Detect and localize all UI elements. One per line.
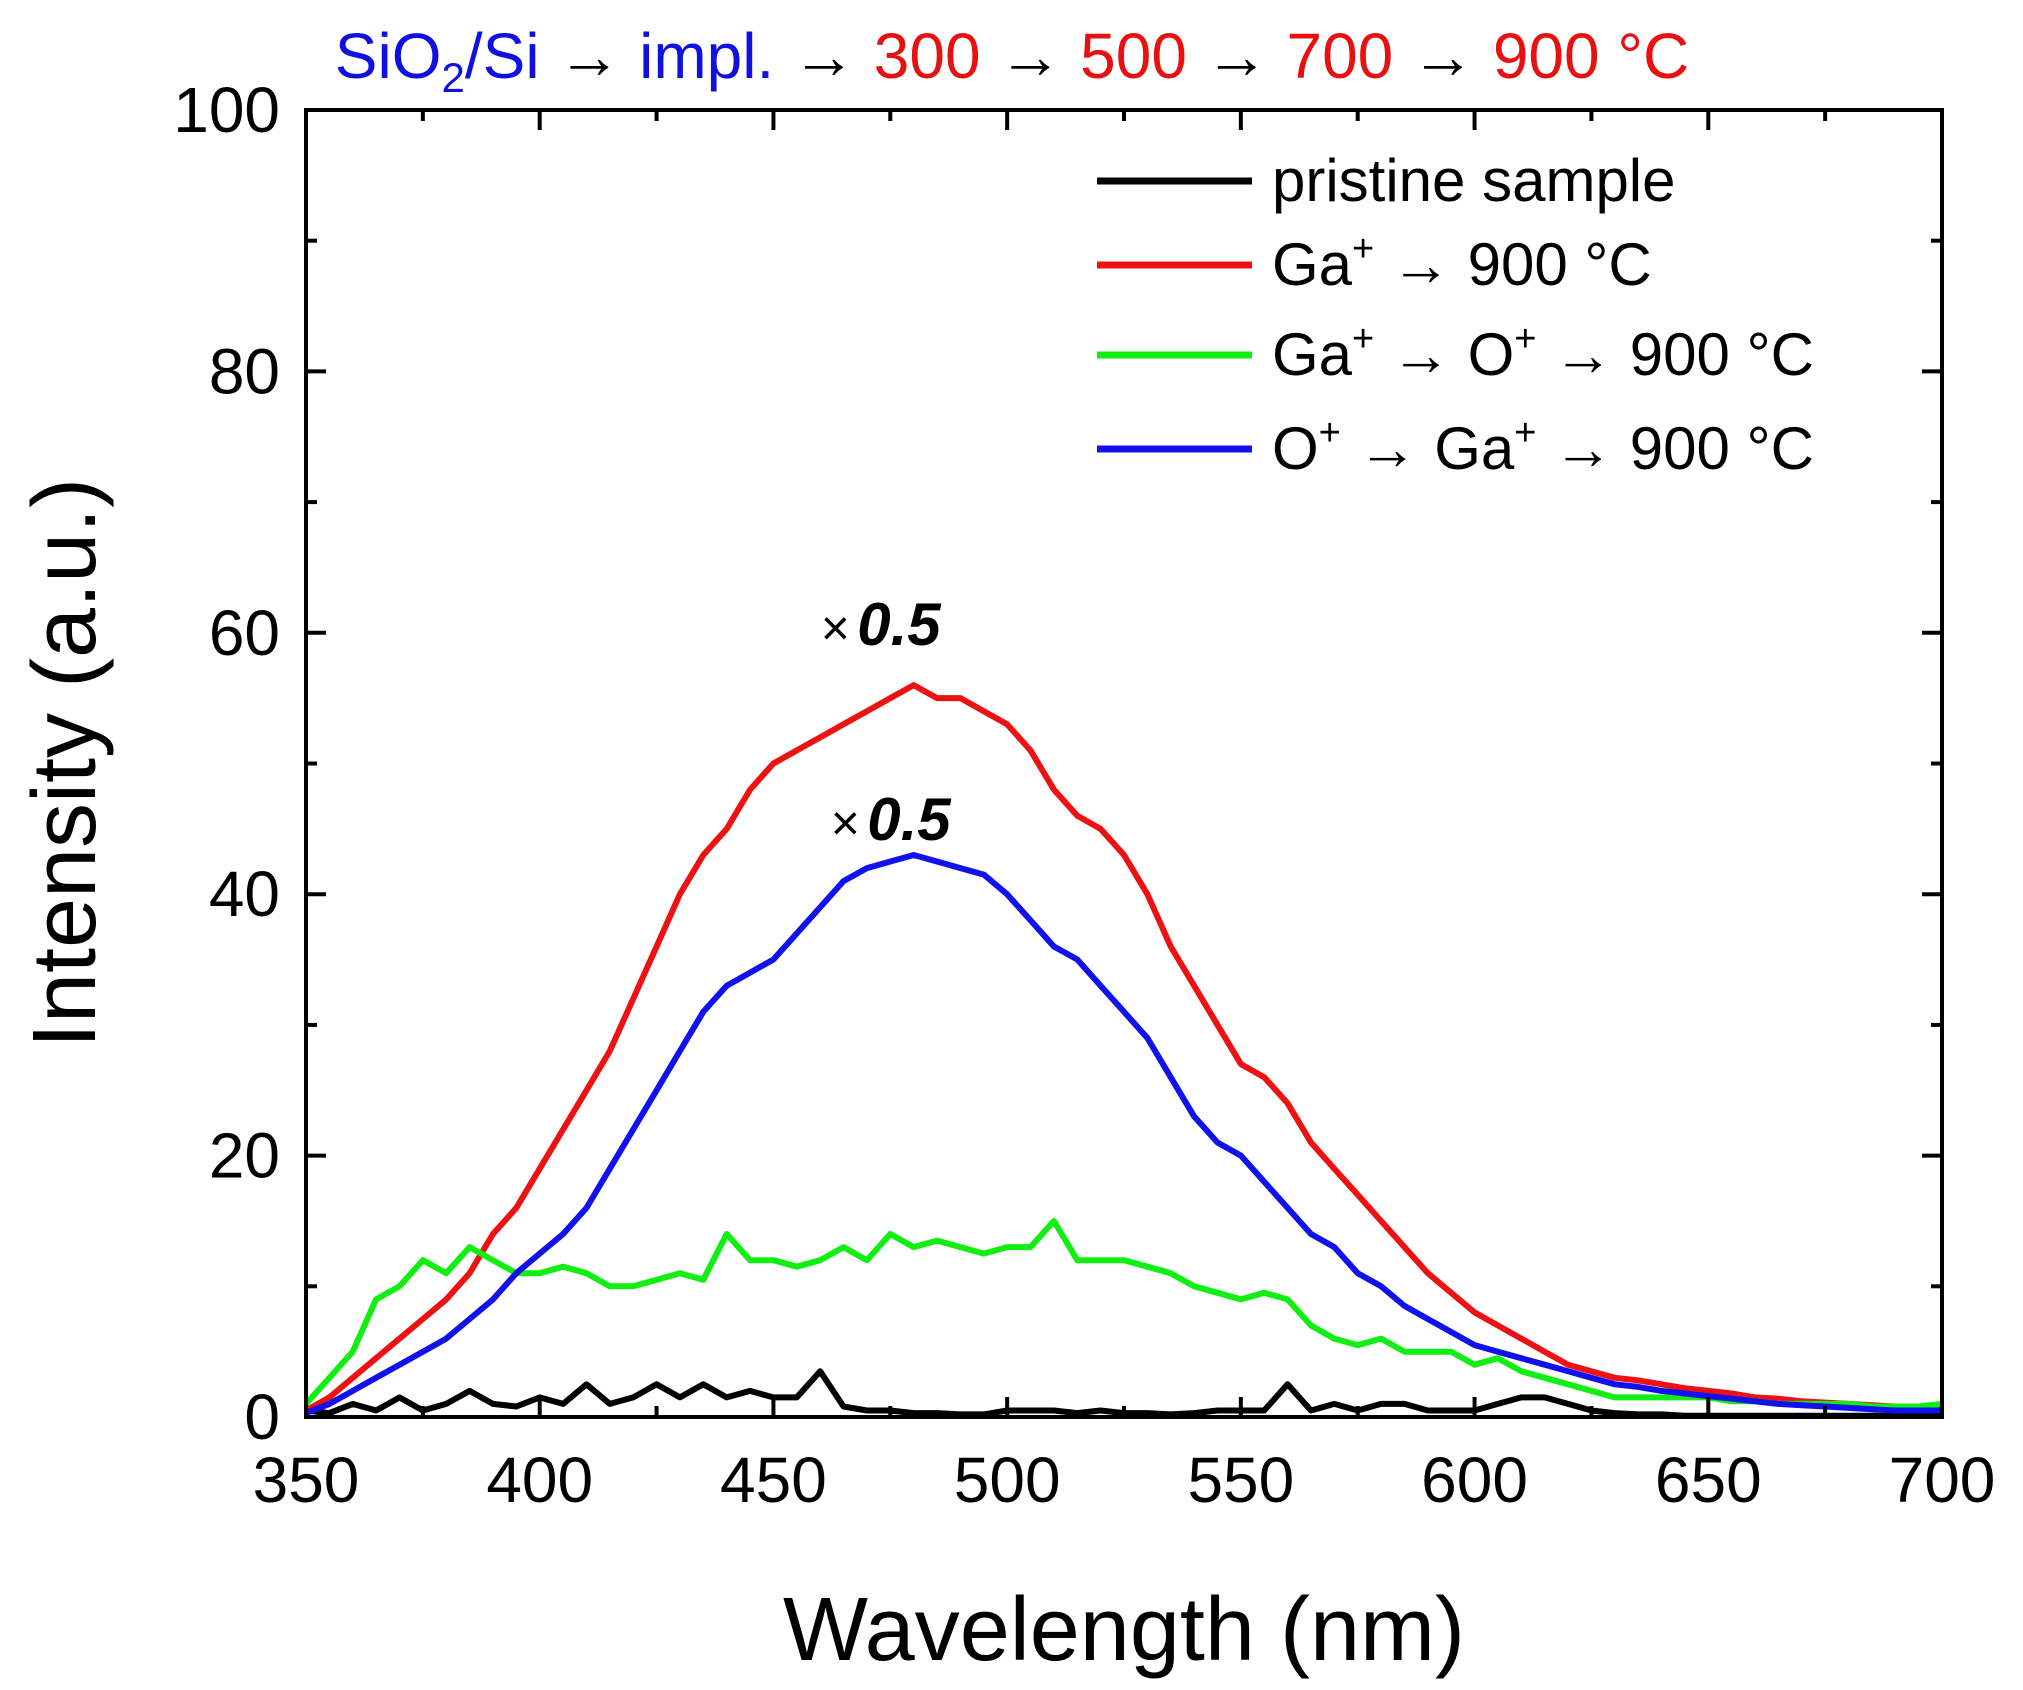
y-tick-label: 100	[173, 74, 280, 146]
title-part: →	[1393, 20, 1493, 92]
x-axis-label: Wavelength (nm)	[783, 1580, 1465, 1680]
legend-label-part: → Ga	[1341, 415, 1515, 482]
legend-label-part: +	[1514, 318, 1536, 360]
annotation-value: 0.5	[867, 786, 952, 853]
series-line-1	[304, 682, 1942, 1414]
legend-label-part: +	[1319, 412, 1341, 454]
title-part: 900 °C	[1493, 20, 1689, 92]
y-tick-label: 60	[209, 597, 280, 669]
series-line-2	[303, 1218, 1943, 1410]
y-tick-label: 80	[209, 335, 280, 407]
legend-label-part: +	[1352, 228, 1374, 270]
y-tick-label: 0	[244, 1381, 280, 1453]
annotation-prefix: ×	[830, 795, 859, 851]
y-axis-label: Intensity (a.u.)	[15, 478, 115, 1048]
legend-label: Ga+ → O+ → 900 °C	[1272, 318, 1814, 388]
annotations: × 0.5× 0.5	[820, 591, 952, 853]
title-part: 500	[1080, 20, 1187, 92]
legend-label-part: → 900 °C	[1374, 231, 1651, 298]
legend-label: Ga+ → 900 °C	[1272, 228, 1652, 298]
legend-label-part: → 900 °C	[1536, 415, 1813, 482]
x-tick-label: 500	[954, 1444, 1061, 1516]
y-tick-label: 40	[209, 858, 280, 930]
title-part: →	[774, 20, 874, 92]
annotation-value: 0.5	[857, 591, 942, 658]
legend-label-part: Ga	[1272, 231, 1353, 298]
legend-label-part: O	[1272, 415, 1319, 482]
scale-annotation: × 0.5	[820, 591, 942, 658]
title-part: /Si	[465, 20, 540, 92]
title-part: 300	[874, 20, 981, 92]
legend-label-part: → O	[1374, 321, 1514, 388]
title-part: 2	[441, 54, 464, 101]
title-part: →	[540, 20, 640, 92]
legend-label-part: +	[1514, 412, 1536, 454]
legend-label-part: +	[1352, 318, 1374, 360]
title-part: 700	[1286, 20, 1393, 92]
legend-label: pristine sample	[1272, 147, 1676, 214]
legend-label-part: Ga	[1272, 321, 1353, 388]
legend-label-part: pristine sample	[1272, 147, 1676, 214]
title-part: impl.	[639, 20, 774, 92]
x-tick-label: 400	[486, 1444, 593, 1516]
x-tick-label: 600	[1421, 1444, 1528, 1516]
chart-title: SiO2/Si → impl. → 300 → 500 → 700 → 900 …	[335, 20, 1689, 101]
series-line-3	[304, 852, 1942, 1416]
x-tick-label: 700	[1889, 1444, 1996, 1516]
y-tick-label: 20	[209, 1120, 280, 1192]
x-tick-label: 350	[253, 1444, 360, 1516]
series-layer	[303, 682, 1943, 1419]
x-tick-label: 550	[1187, 1444, 1294, 1516]
x-tick-label: 650	[1655, 1444, 1762, 1516]
scale-annotation: × 0.5	[830, 786, 952, 853]
axis-ticks: 350 400 450 500 550 600 650 700 0 20 40 60 80 100	[173, 74, 1995, 1516]
x-tick-label: 450	[720, 1444, 827, 1516]
annotation-prefix: ×	[820, 600, 849, 656]
title-part: →	[1187, 20, 1287, 92]
title-part: →	[981, 20, 1081, 92]
legend-label: O+ → Ga+ → 900 °C	[1272, 412, 1814, 482]
plot-frame	[304, 108, 1944, 1419]
legend-label-part: → 900 °C	[1536, 321, 1813, 388]
title-part: SiO	[335, 20, 442, 92]
